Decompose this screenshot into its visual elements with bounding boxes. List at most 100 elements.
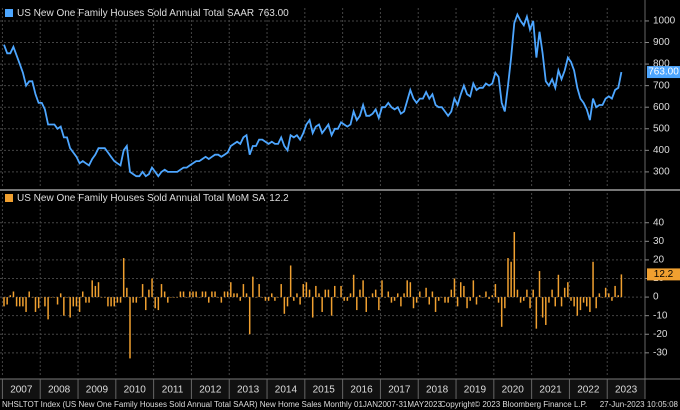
bar [107, 297, 109, 307]
bar [460, 282, 462, 298]
x-tick-label: 2013 [237, 385, 260, 396]
bar [311, 297, 314, 318]
bar [456, 297, 459, 307]
bar [217, 297, 219, 298]
bar [214, 291, 216, 298]
bar [129, 297, 131, 359]
bar [513, 232, 516, 298]
last-value-label: 12.2 [654, 269, 674, 280]
bar [113, 297, 115, 307]
bar [315, 285, 317, 298]
bar [598, 293, 601, 298]
bar [472, 280, 475, 298]
bar [189, 291, 191, 298]
bar [78, 297, 81, 312]
bar [245, 293, 248, 298]
footer-copyright: Copyright© 2023 Bloomberg Finance L.P. [440, 400, 587, 409]
y-tick-label: 500 [653, 123, 670, 134]
x-tick-label: 2010 [124, 385, 147, 396]
bar [535, 297, 538, 329]
x-tick-label: 2008 [48, 385, 71, 396]
x-axis-band [0, 379, 645, 399]
bar [343, 297, 345, 301]
bar [485, 291, 487, 298]
bar [554, 297, 556, 307]
legend-label: US New One Family Houses Sold Annual Tot… [17, 193, 289, 204]
bar [126, 287, 128, 298]
x-tick-label: 2022 [577, 385, 600, 396]
bar [431, 291, 434, 298]
last-value-tag [647, 268, 680, 281]
bar [390, 297, 393, 303]
bar [352, 274, 355, 298]
last-value-tag [647, 66, 680, 79]
x-tick-label: 2011 [162, 385, 184, 396]
bar [12, 291, 15, 298]
bar [494, 284, 497, 298]
x-tick-label: 2019 [464, 385, 487, 396]
bar [428, 297, 430, 305]
bar [384, 297, 386, 298]
bar [400, 297, 402, 307]
bar [176, 297, 178, 298]
bar [85, 297, 87, 303]
legend-value: 12.2 [269, 193, 289, 204]
bar [516, 289, 519, 298]
bar [195, 291, 197, 298]
bar [422, 297, 424, 298]
bar [425, 287, 427, 298]
bar [31, 297, 34, 298]
bar [185, 297, 188, 298]
bar [589, 297, 591, 312]
bar [409, 282, 412, 298]
bar [617, 295, 619, 298]
bar [132, 297, 134, 303]
bar [359, 289, 361, 298]
bar [526, 289, 528, 298]
bar [122, 258, 125, 298]
bar [579, 297, 582, 311]
bar [620, 274, 623, 298]
bar [444, 297, 446, 303]
bar [236, 293, 238, 298]
legend-name: US New One Family Houses Sold Annual Tot… [17, 193, 266, 204]
bar [570, 297, 572, 301]
bar [302, 284, 304, 298]
bar [519, 297, 522, 303]
bar [211, 291, 213, 298]
bar [340, 285, 342, 298]
bar [19, 297, 21, 307]
y-tick-label: -30 [653, 347, 668, 358]
bar [280, 284, 282, 298]
y-tick-label: 600 [653, 102, 670, 113]
bar [267, 297, 270, 301]
last-value-label: 763.00 [648, 67, 679, 78]
bar [239, 297, 241, 301]
bar [53, 297, 56, 298]
bar [248, 297, 251, 335]
bar [403, 293, 405, 298]
bar [592, 261, 594, 298]
bar [135, 297, 138, 303]
bar [286, 297, 289, 307]
bar [466, 297, 468, 309]
bar [523, 297, 525, 301]
bar [104, 297, 106, 298]
data-line [3, 12, 623, 178]
bar [299, 297, 301, 305]
bar [208, 297, 210, 303]
bar [233, 293, 235, 298]
x-tick-label: 2018 [426, 385, 449, 396]
bar [283, 297, 286, 314]
bar [406, 280, 408, 298]
bar [453, 278, 456, 298]
bar [220, 297, 223, 303]
bar [271, 293, 273, 298]
y-tick-label: 1000 [653, 16, 676, 27]
footer-source: NHSLTOT Index (US New One Family Houses … [2, 400, 442, 409]
bar [510, 261, 512, 298]
y-tick-label: 900 [653, 37, 670, 48]
legend-label: US New One Family Houses Sold Annual Tot… [17, 8, 289, 19]
bar [145, 297, 147, 311]
